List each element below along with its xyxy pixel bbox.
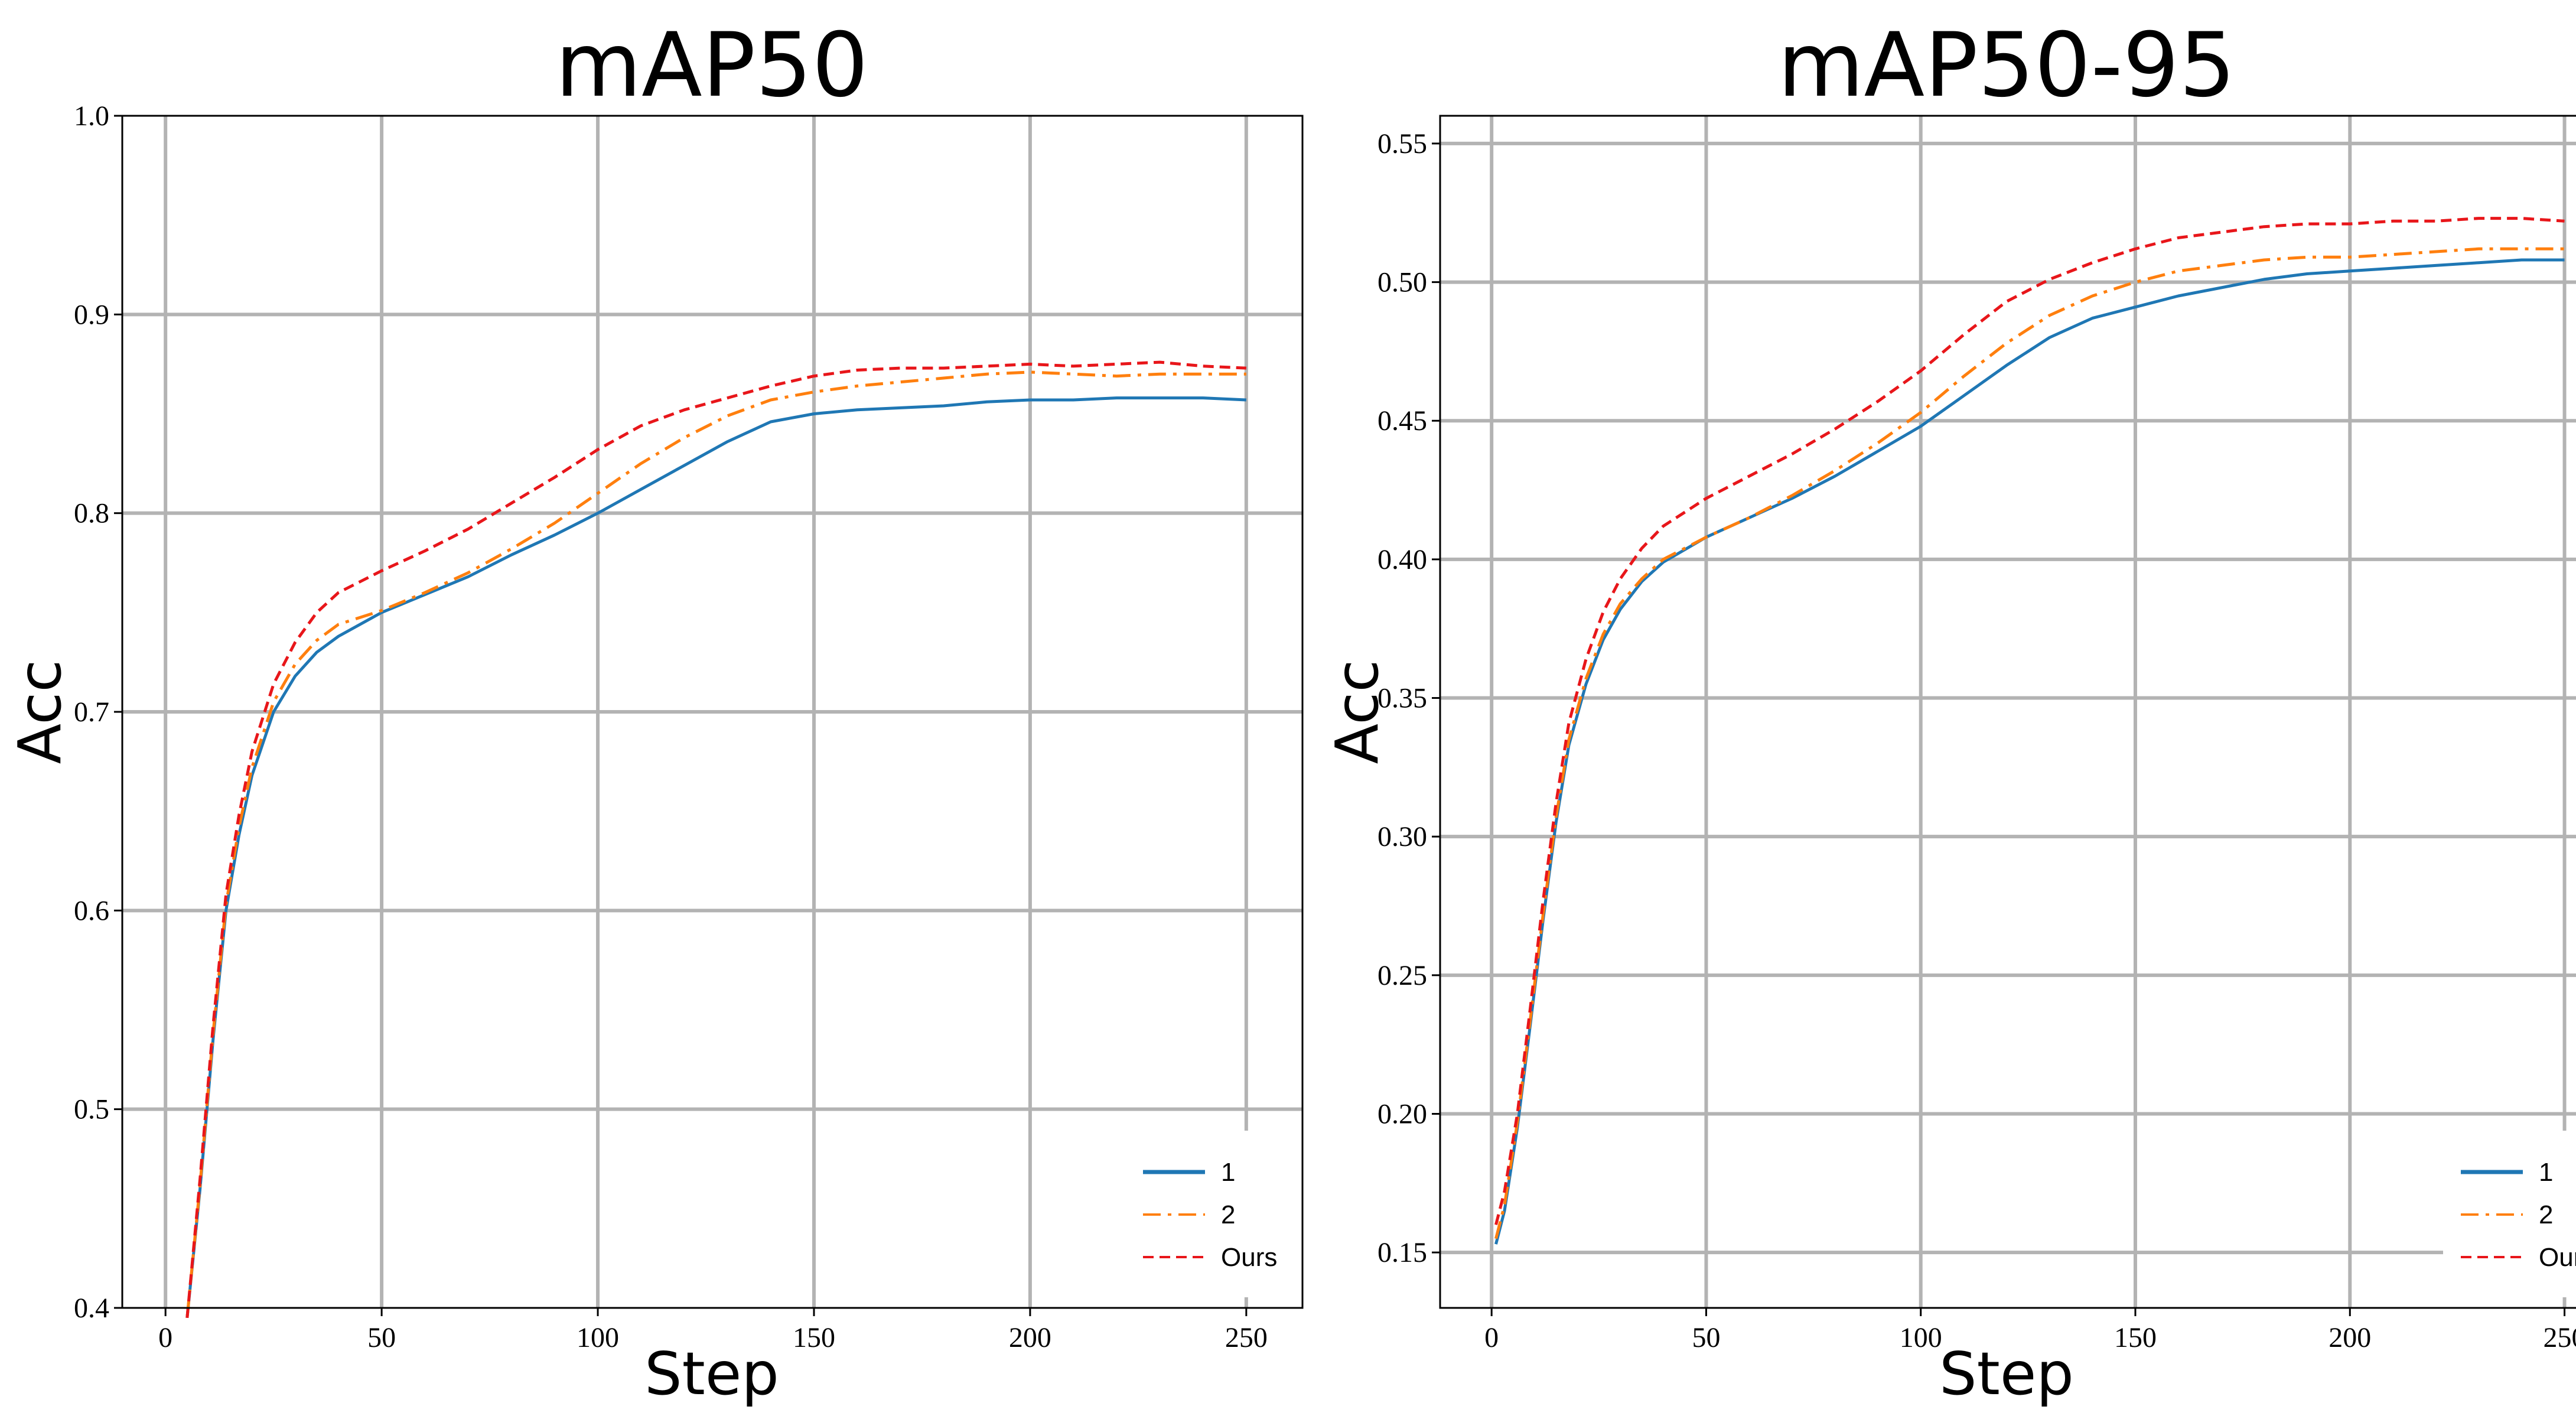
y-tick-label: 0.4 (74, 1293, 109, 1324)
series-line-ours (1494, 217, 2565, 1225)
legend-entry: 2 (1221, 1200, 1235, 1229)
x-tick-label: 50 (367, 1322, 396, 1353)
legend-entry: 1 (1221, 1158, 1235, 1187)
y-axis-label: Acc (1323, 660, 1392, 764)
y-axis-label: Acc (5, 660, 74, 764)
y-tick-label: 0.25 (1377, 960, 1427, 991)
y-tick-label: 0.8 (74, 498, 109, 529)
x-tick-label: 200 (1009, 1322, 1051, 1353)
y-tick-label: 0.30 (1377, 821, 1427, 852)
chart-title: mAP50 (555, 14, 868, 117)
tick-labels: 0 50 100 150 200 250 0.15 0.20 0.25 0.30 0.35 0.40 0… (1377, 128, 2576, 1353)
series-lines (185, 360, 1247, 1319)
y-tick-label: 0.20 (1377, 1098, 1427, 1129)
x-tick-label: 0 (1484, 1322, 1499, 1353)
x-axis-label: Step (1939, 1339, 2074, 1408)
series-line-2 (185, 370, 1246, 1319)
x-tick-label: 100 (577, 1322, 619, 1353)
x-tick-label: 100 (1900, 1322, 1942, 1353)
x-tick-label: 200 (2329, 1322, 2371, 1353)
series-lines (1494, 217, 2565, 1245)
series-line-ours (185, 360, 1247, 1319)
plot-frame (1439, 115, 2576, 1309)
x-tick-label: 0 (158, 1322, 172, 1353)
y-tick-label: 0.15 (1377, 1237, 1427, 1268)
legend-entry: Ours (1221, 1243, 1277, 1272)
y-tick-label: 0.7 (74, 696, 109, 728)
y-tick-label: 0.50 (1377, 267, 1427, 298)
y-tick-label: 0.9 (74, 299, 109, 330)
series-line-1 (185, 396, 1247, 1319)
legend: 1 2 Ours (1125, 1131, 1292, 1297)
x-tick-label: 50 (1692, 1322, 1720, 1353)
legend-entry: 1 (2539, 1158, 2553, 1187)
y-tick-label: 0.5 (74, 1094, 109, 1125)
x-tick-label: 150 (793, 1322, 835, 1353)
chart-map50-95: mAP50-95 Step Acc 0 50 100 150 200 250 0.15 0.2… (1323, 14, 2576, 1408)
x-tick-label: 250 (1225, 1322, 1268, 1353)
series-line-2 (1494, 247, 2565, 1239)
legend-entry: 2 (2539, 1200, 2553, 1229)
x-tick-label: 250 (2544, 1322, 2576, 1353)
x-tick-label: 150 (2114, 1322, 2157, 1353)
grid-lines (122, 116, 1302, 1308)
chart-title: mAP50-95 (1777, 14, 2235, 117)
x-axis-label: Step (644, 1339, 779, 1408)
series-line-1 (1494, 258, 2565, 1245)
y-tick-label: 0.45 (1377, 405, 1427, 437)
legend-entry: Ours (2539, 1243, 2576, 1272)
y-tick-label: 1.0 (74, 100, 109, 132)
y-tick-label: 0.40 (1377, 544, 1427, 575)
y-tick-label: 0.55 (1377, 128, 1427, 159)
tick-labels: 0 50 100 150 200 250 0.4 0.5 0.6 0.7 0.8 0.9 1.0 (74, 100, 1268, 1353)
y-tick-label: 0.35 (1377, 683, 1427, 714)
legend: 1 2 Ours (2443, 1131, 2576, 1297)
y-tick-label: 0.6 (74, 895, 109, 926)
chart-map50: mAP50 Step Acc 0 50 100 150 200 2500.40.50.60… (5, 14, 1304, 1408)
grid-lines (1440, 116, 2576, 1308)
